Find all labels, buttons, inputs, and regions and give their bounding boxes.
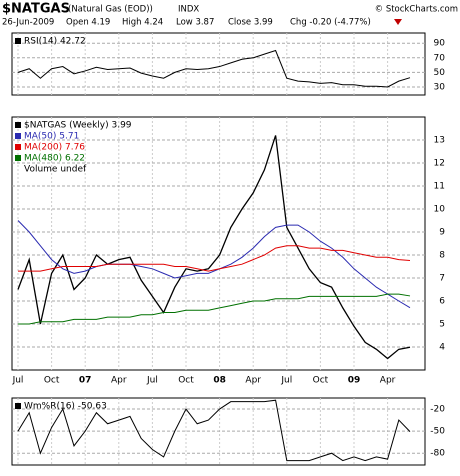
legend-swatch [15,144,21,150]
y-tick-label: 90 [434,39,446,49]
change: Chg -0.20 (-4.77%) [290,18,371,28]
y-tick-label: -20 [430,405,445,415]
x-tick-label: Oct [313,376,329,386]
series-line [17,220,411,309]
x-tick-label: 09 [348,376,361,386]
y-tick-label: 9 [439,228,445,238]
y-tick-label: 30 [434,82,446,92]
series-line [17,135,411,360]
legend-label: MA(50) 5.71 [24,132,79,142]
legend-swatch [15,155,21,161]
y-tick-label: 7 [439,274,445,284]
y-tick-label: 11 [434,182,445,192]
x-tick-label: Jul [146,376,158,386]
y-tick-label: 12 [434,159,445,169]
y-tick-label: 70 [434,53,446,63]
panel [11,116,426,371]
x-tick-label: Apr [380,376,396,386]
y-tick-label: 6 [439,297,445,307]
legend-swatch [15,38,21,44]
y-tick-label: -50 [430,427,445,437]
series-line [17,49,411,88]
x-tick-label: 08 [213,376,226,386]
y-tick-label: 4 [439,343,445,353]
y-tick-label: 8 [439,251,445,261]
legend-swatch [15,122,21,128]
down-arrow [394,19,402,25]
low: Low 3.87 [176,18,214,28]
legend-label: Wm%R(16) -50.63 [24,402,107,412]
series-line [17,399,411,462]
y-tick-label: -80 [430,449,445,459]
y-tick-label: 10 [434,205,446,215]
exchange: INDX [178,5,199,15]
x-tick-label: Jul [280,376,292,386]
y-tick-label: 5 [439,320,445,330]
legend-label: MA(480) 6.22 [24,154,85,164]
x-tick-label: Apr [111,376,127,386]
x-tick-label: Apr [245,376,261,386]
legend-label: $NATGAS (Weekly) 3.99 [24,121,132,131]
legend-swatch [15,133,21,139]
date: 26-Jun-2009 [2,18,54,28]
symbol: $NATGAS [2,2,70,17]
y-tick-label: 50 [434,68,446,78]
y-tick-label: 13 [434,136,445,146]
series-line [18,293,411,325]
series-line [18,245,411,272]
legend-swatch [15,403,21,409]
legend-label: MA(200) 7.76 [24,143,85,153]
legend-label: RSI(14) 42.72 [24,37,86,47]
open: Open 4.19 [66,18,110,28]
copyright: © StockCharts.com [375,5,458,15]
instrument-name: (Natural Gas (EOD)) [68,5,153,15]
x-tick-label: Oct [178,376,194,386]
x-tick-label: 07 [79,376,92,386]
x-tick-label: Oct [44,376,60,386]
legend-note: Volume undef [24,165,87,175]
high: High 4.24 [122,18,163,28]
x-tick-label: Jul [12,376,24,386]
close: Close 3.99 [228,18,273,28]
